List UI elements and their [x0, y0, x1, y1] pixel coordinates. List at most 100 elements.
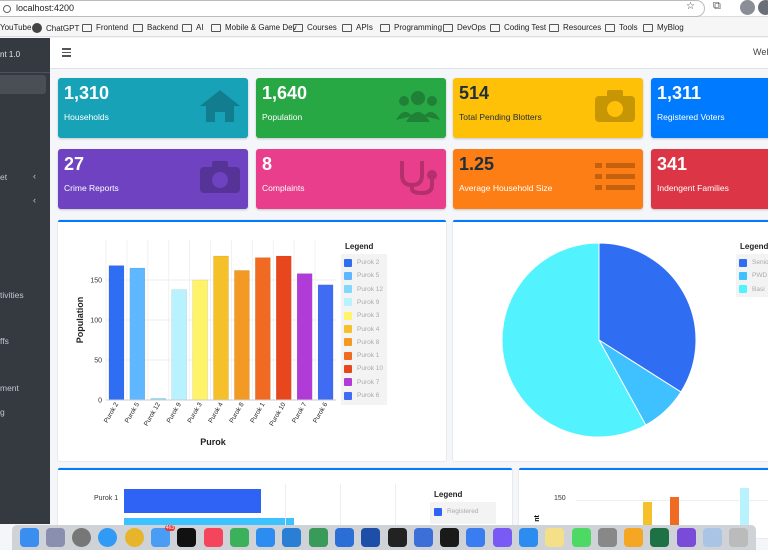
bar — [108, 265, 125, 401]
xcode-icon[interactable] — [335, 528, 355, 547]
legend-item: Registered — [434, 505, 478, 518]
sidebar-item-log[interactable]: g — [0, 407, 5, 417]
numbers-icon[interactable] — [229, 528, 249, 547]
editor-icon[interactable] — [308, 528, 328, 547]
unity-icon[interactable] — [387, 528, 407, 547]
chevron-left-icon[interactable]: ‹ — [33, 171, 36, 181]
folder-icon — [293, 23, 303, 32]
grid-line — [395, 484, 396, 534]
x-tick-label: Purok 4 — [207, 401, 224, 424]
folder-icon — [490, 23, 500, 32]
excel-icon[interactable] — [650, 528, 670, 547]
bar — [255, 257, 271, 401]
legend-item: Purok 6 — [344, 389, 379, 402]
stat-value: 8 — [262, 154, 273, 174]
bookmark-myblog[interactable]: MyBlog — [643, 23, 684, 32]
list-icon — [595, 163, 635, 190]
y-axis-label: Population — [75, 297, 85, 344]
legend-item: Purok 5 — [344, 269, 379, 282]
bookmark-mobile-game-dev[interactable]: Mobile & Game Dev — [211, 23, 297, 32]
chrome-icon[interactable] — [124, 528, 144, 547]
bookmark-tools[interactable]: Tools — [605, 23, 638, 32]
extensions-icon[interactable]: ⧉ — [713, 0, 721, 12]
bookmark-chatgpt[interactable]: ChatGPT — [32, 23, 79, 33]
profile-avatar[interactable] — [740, 0, 755, 15]
music-icon[interactable] — [203, 528, 223, 547]
site-info-icon[interactable] — [3, 5, 11, 13]
chevron-left-icon[interactable]: ‹ — [33, 195, 36, 205]
bookmark-star-icon[interactable]: ☆ — [686, 1, 695, 12]
users-icon — [396, 91, 440, 122]
stat-value: 341 — [657, 154, 688, 174]
legend-label: Purok 3 — [357, 312, 380, 320]
discord-icon[interactable] — [492, 528, 512, 547]
messages-icon[interactable] — [571, 528, 591, 547]
sidebar-item-management[interactable]: ment — [0, 383, 19, 393]
bookmark-backend[interactable]: Backend — [133, 23, 178, 32]
stat-value: 1,310 — [64, 83, 110, 103]
launchpad-icon[interactable] — [45, 528, 65, 547]
notes-icon[interactable] — [545, 528, 565, 547]
stat-label: Total Pending Blotters — [459, 112, 542, 122]
legend-item: Purok 4 — [344, 323, 379, 336]
safari-icon[interactable] — [98, 528, 118, 547]
bookmark-coding-test[interactable]: Coding Test — [490, 23, 546, 32]
legend-label: Purok 2 — [357, 259, 380, 266]
bookmark-resources[interactable]: Resources — [549, 23, 601, 32]
url-input[interactable]: localhost:4200 — [0, 0, 705, 17]
tv-icon[interactable] — [177, 528, 197, 547]
stat-label: Population — [262, 112, 303, 122]
stat-box-indigent-families[interactable]: 341 Indengent Families — [651, 149, 768, 209]
profile-avatar-2[interactable] — [758, 0, 768, 15]
legend-label: Purok 9 — [357, 298, 380, 306]
stat-box-households[interactable]: 1,310 Households — [58, 78, 248, 138]
zoom-icon[interactable] — [518, 528, 538, 547]
stat-label: Complaints — [262, 183, 305, 193]
stat-value: 27 — [64, 154, 85, 174]
stat-box-pending-blotters[interactable]: 514 Total Pending Blotters — [453, 78, 643, 138]
stat-value: 514 — [459, 83, 490, 103]
macos-dock — [12, 525, 756, 550]
docker-icon[interactable] — [466, 528, 486, 547]
legend-swatch — [739, 285, 747, 294]
stat-box-registered-voters[interactable]: 1,311 Registered Voters — [651, 78, 768, 138]
bookmark-programming[interactable]: Programming — [380, 23, 442, 32]
menu-toggle-icon[interactable] — [62, 48, 71, 59]
folder-icon[interactable] — [702, 528, 722, 547]
legend-label: Purok 8 — [357, 338, 380, 346]
legend-title: Legend — [345, 242, 374, 251]
intellij-icon[interactable] — [361, 528, 381, 547]
bookmark-frontend[interactable]: Frontend — [82, 23, 128, 32]
messenger-icon[interactable] — [676, 528, 696, 547]
bookmark-courses[interactable]: Courses — [293, 23, 337, 32]
sidebar-item-dashboard[interactable] — [0, 75, 46, 94]
bookmark-devops[interactable]: DevOps — [443, 23, 486, 32]
sidebar-item-1[interactable]: et — [0, 172, 8, 182]
system-settings-icon[interactable] — [72, 528, 92, 547]
stat-box-average-household-size[interactable]: 1.25 Average Household Size — [453, 149, 643, 209]
trash-icon[interactable] — [729, 528, 749, 547]
terminal-icon[interactable] — [440, 528, 460, 547]
pages-icon[interactable] — [624, 528, 644, 547]
stat-box-population[interactable]: 1,640 Population — [256, 78, 446, 138]
bookmark-youtube[interactable]: YouTube — [0, 23, 32, 32]
bookmark-ai[interactable]: AI — [182, 23, 204, 32]
legend-title: Legend — [434, 490, 463, 499]
y-tick-label: Purok 1 — [94, 495, 119, 502]
stat-box-crime-reports[interactable]: 27 Crime Reports — [58, 149, 248, 209]
bar-second-series — [124, 518, 294, 528]
word-icon[interactable] — [413, 528, 433, 547]
app-store-icon[interactable] — [256, 528, 276, 547]
bookmark-apis[interactable]: APIs — [342, 23, 373, 32]
population-per-purok-card: 0 50 100 150 Purok 2 Purok 5 Purok 12 Purok 9 Pu… — [58, 220, 446, 461]
stat-label: Registered Voters — [657, 112, 725, 122]
url-text: localhost:4200 — [16, 3, 75, 13]
mail-icon[interactable] — [151, 525, 176, 547]
finder-icon[interactable] — [19, 528, 39, 547]
stat-box-complaints[interactable]: 8 Complaints — [256, 149, 446, 209]
stat-label: Crime Reports — [64, 183, 119, 193]
vscode-icon[interactable] — [282, 528, 302, 547]
sidebar-item-activities[interactable]: tivities — [0, 290, 24, 300]
calculator-icon[interactable] — [597, 528, 617, 547]
sidebar-item-staffs[interactable]: ffs — [0, 336, 9, 346]
